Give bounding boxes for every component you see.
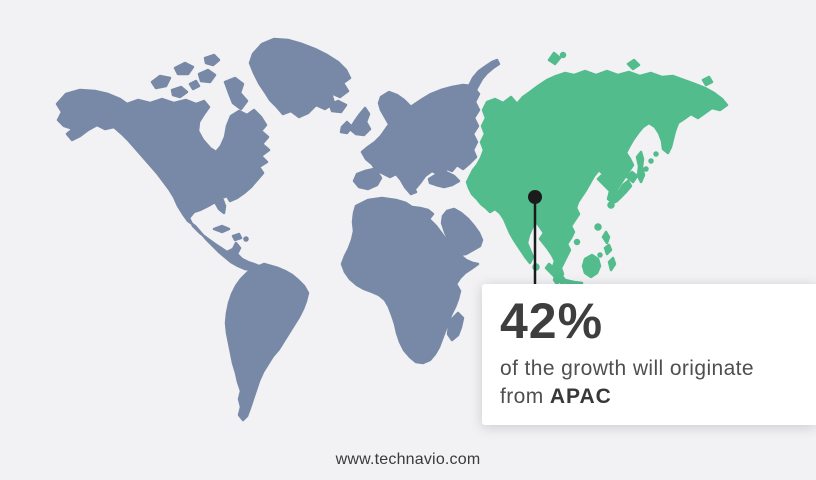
novaya-zemlya [467,58,501,94]
stat-value: 42% [500,293,604,349]
africa [340,196,480,365]
borneo [581,253,602,279]
footer-url: www.technavio.com [335,451,481,468]
kyushu-island [607,201,615,209]
british-isles [339,106,372,137]
apac-marker-dot[interactable] [528,190,542,204]
arabian-peninsula [440,207,484,257]
sakhalin [635,150,646,184]
philippine-islet [597,252,603,258]
stat-callout: 42% of the growth will originate from AP… [482,284,816,425]
caribbean-islet [243,236,249,242]
apac-region [465,51,729,287]
arctic-islands [150,53,249,111]
region-label: APAC [549,385,612,408]
sulawesi [607,256,617,272]
taiwan [594,223,602,231]
siberian-islet [559,51,567,59]
siberian-arctic-islands [547,51,714,87]
philippines [601,230,613,256]
stat-description-prefix: from [500,385,550,408]
iceland [328,99,348,114]
turkey [427,170,461,189]
greenland [248,37,352,119]
hainan [573,238,581,246]
kuril-island [643,166,649,172]
base-continents [55,37,501,422]
stat-description-line1: of the growth will originate [500,357,754,380]
madagascar [446,311,465,342]
caribbean-islands [212,224,243,242]
asia-mainland [465,69,729,286]
europe [352,83,481,196]
kuril-island [648,158,654,164]
south-america [224,262,310,422]
north-america [55,88,271,273]
stat-description-line2: from APAC [500,383,816,411]
stat-description: of the growth will originate from APAC [500,355,816,411]
kuril-island [653,151,659,157]
